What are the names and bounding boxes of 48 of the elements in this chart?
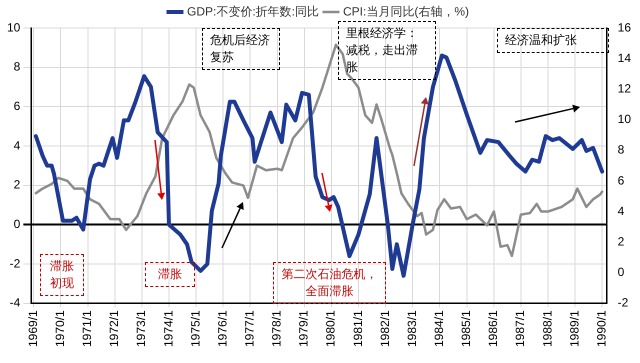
y2-tick-label: 14: [618, 50, 632, 65]
y2-tick-label: 8: [618, 142, 625, 157]
x-tick-label: 1977/1: [242, 310, 256, 347]
x-tick-label: 1988/1: [540, 310, 554, 347]
x-tick-label: 1970/1: [52, 310, 67, 347]
y2-tick-label: -2: [618, 296, 629, 310]
y-tick-label: -4: [10, 296, 21, 310]
x-tick-label: 1976/1: [215, 310, 230, 347]
y2-tick-label: 6: [618, 173, 625, 188]
x-tick-label: 1971/1: [80, 310, 94, 347]
y2-tick-label: 0: [618, 265, 625, 280]
legend-label: CPI:当月同比(右轴，%): [343, 4, 470, 18]
annotation: 滞胀初现: [40, 254, 84, 296]
y-tick-label: 2: [14, 178, 21, 192]
x-tick-label: 1984/1: [432, 310, 446, 347]
x-tick-label: 1978/1: [270, 310, 284, 347]
annotation: 危机后经济复苏: [202, 28, 280, 70]
annotation: 里根经济学：减税，走出滞胀: [338, 21, 436, 80]
x-tick-label: 1989/1: [567, 310, 582, 347]
x-tick-label: 1982/1: [378, 310, 392, 347]
x-tick-label: 1974/1: [161, 310, 176, 347]
annotation: 第二次石油危机，全面滞胀: [273, 262, 386, 304]
x-tick-label: 1990/1: [594, 310, 608, 347]
y2-tick-label: 16: [618, 20, 632, 34]
y2-tick-label: 10: [618, 112, 632, 126]
x-tick-label: 1973/1: [134, 310, 148, 347]
x-tick-label: 1987/1: [513, 310, 528, 347]
y-tick-label: 10: [6, 20, 21, 34]
y2-tick-label: 2: [618, 234, 625, 248]
y-tick-label: 0: [14, 216, 21, 231]
legend-label: GDP:不变价:折年数:同比: [186, 4, 320, 18]
y2-tick-label: 4: [618, 204, 625, 218]
x-tick-label: 1969/1: [26, 310, 40, 347]
x-tick-label: 1986/1: [486, 310, 500, 347]
annotation: 滞胀: [145, 262, 195, 287]
annotation: 经济温和扩张: [497, 28, 609, 53]
y-tick-label: 4: [14, 138, 21, 152]
x-tick-label: 1983/1: [404, 310, 419, 347]
x-tick-label: 1972/1: [107, 310, 122, 347]
x-tick-label: 1981/1: [350, 310, 365, 347]
y-tick-label: 6: [14, 98, 21, 113]
x-tick-label: 1980/1: [324, 310, 338, 347]
y2-tick-label: 12: [618, 81, 632, 96]
x-tick-label: 1975/1: [188, 310, 202, 347]
x-tick-label: 1985/1: [459, 310, 474, 347]
x-tick-label: 1979/1: [296, 310, 311, 347]
y-tick-label: 8: [14, 60, 21, 74]
y-tick-label: -2: [10, 256, 21, 270]
